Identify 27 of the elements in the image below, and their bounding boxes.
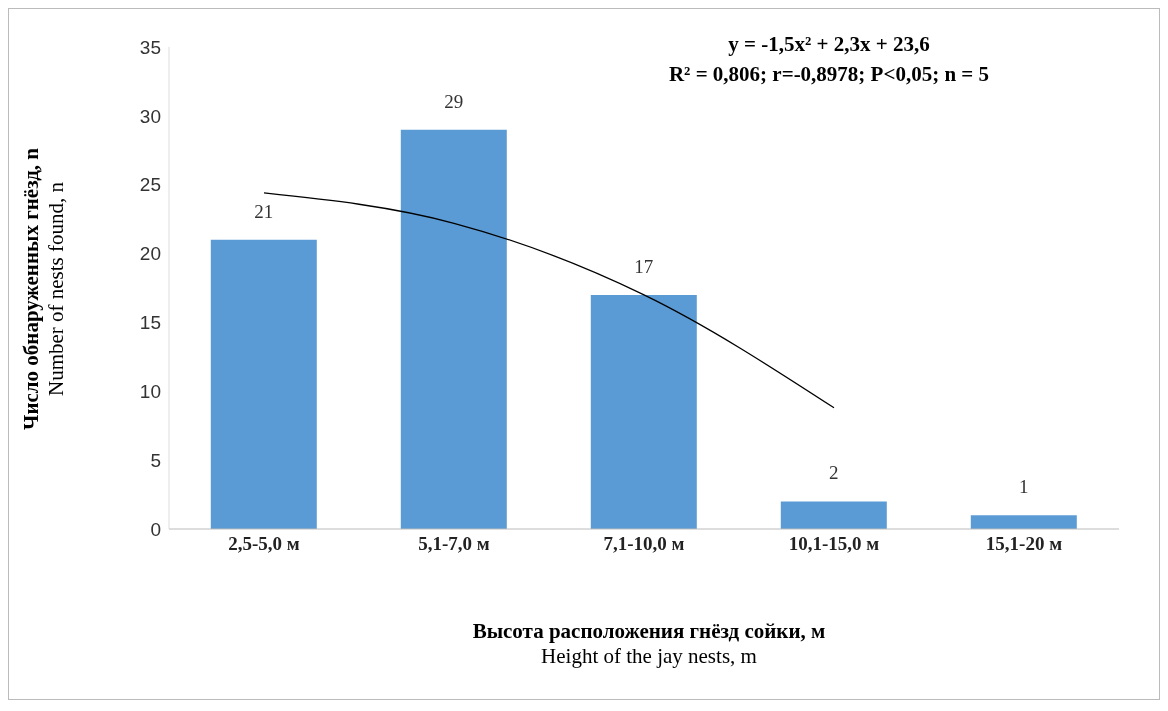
y-tick-label: 10 [139,381,161,403]
bar [210,239,317,529]
x-tick-label: 10,1-15,0 м [788,533,880,555]
data-label: 29 [444,90,464,112]
data-label: 1 [1019,476,1029,498]
x-axis-title: Высота расположения гнёзд сойки, м Height of the jay nests, m [471,619,827,669]
bar [970,515,1077,529]
x-tick-label: 2,5-5,0 м [228,533,300,555]
x-tick-label: 15,1-20 м [985,533,1063,555]
x-tick-label: 5,1-7,0 м [418,533,490,555]
y-axis-title: Число обнаруженных гнёзд, n Number of nests found, n [19,147,69,431]
bar [590,294,697,529]
y-tick-label: 25 [139,174,161,196]
y-tick-label: 0 [150,518,161,540]
data-label: 17 [634,255,654,277]
y-tick-label: 35 [139,36,161,58]
data-label: 2 [829,462,839,484]
x-tick-label: 7,1-10,0 м [603,533,685,555]
y-tick-label: 15 [139,312,161,334]
y-tick-label: 20 [139,243,161,265]
annotation: y = -1,5x² + 2,3x + 23,6 [727,31,931,58]
y-tick-label: 30 [139,105,161,127]
bar [780,501,887,529]
bar [400,129,507,529]
y-tick-label: 5 [150,449,161,471]
annotation: R² = 0,806; r=-0,8978; P<0,05; n = 5 [667,61,991,88]
data-label: 21 [254,200,274,222]
